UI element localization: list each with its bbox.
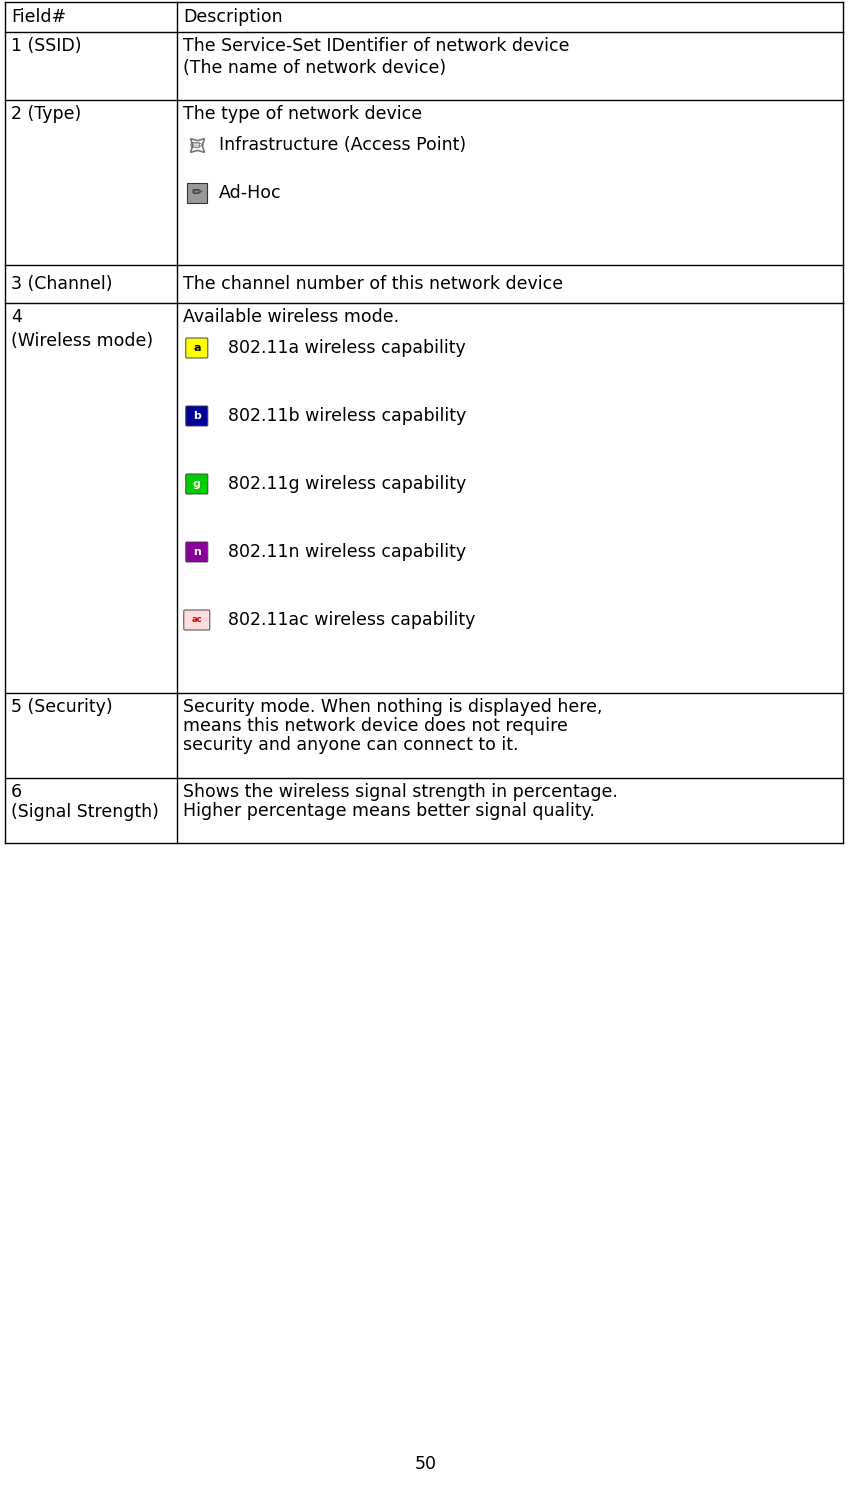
Text: 802.11b wireless capability: 802.11b wireless capability — [217, 406, 466, 424]
Text: (The name of network device): (The name of network device) — [183, 58, 446, 78]
Text: 5 (Security): 5 (Security) — [11, 698, 112, 716]
Text: Description: Description — [183, 7, 283, 25]
FancyBboxPatch shape — [186, 338, 208, 359]
Text: 802.11ac wireless capability: 802.11ac wireless capability — [217, 611, 475, 629]
Text: g: g — [193, 480, 201, 489]
FancyBboxPatch shape — [186, 406, 208, 426]
Text: 802.11n wireless capability: 802.11n wireless capability — [217, 542, 465, 562]
Text: Infrastructure (Access Point): Infrastructure (Access Point) — [219, 136, 465, 154]
Text: Higher percentage means better signal quality.: Higher percentage means better signal qu… — [183, 802, 595, 820]
Text: 6: 6 — [11, 783, 22, 801]
Text: 802.11g wireless capability: 802.11g wireless capability — [217, 475, 466, 493]
Text: a: a — [193, 344, 201, 353]
Text: ac: ac — [191, 616, 202, 624]
Text: Ad-Hoc: Ad-Hoc — [219, 184, 282, 202]
FancyBboxPatch shape — [186, 542, 208, 562]
Text: (Signal Strength): (Signal Strength) — [11, 802, 159, 822]
Text: 4: 4 — [11, 308, 22, 326]
Text: 50: 50 — [414, 1455, 437, 1473]
Text: (Wireless mode): (Wireless mode) — [11, 332, 153, 350]
Text: The type of network device: The type of network device — [183, 105, 422, 123]
Text: ✏: ✏ — [190, 136, 203, 154]
Text: Field#: Field# — [11, 7, 66, 25]
Text: 1 (SSID): 1 (SSID) — [11, 37, 82, 55]
Text: Available wireless mode.: Available wireless mode. — [183, 308, 399, 326]
Text: Security mode. When nothing is displayed here,: Security mode. When nothing is displayed… — [183, 698, 603, 716]
FancyBboxPatch shape — [186, 474, 208, 495]
Text: The channel number of this network device: The channel number of this network devic… — [183, 275, 563, 293]
Text: Shows the wireless signal strength in percentage.: Shows the wireless signal strength in pe… — [183, 783, 618, 801]
Text: 3 (Channel): 3 (Channel) — [11, 275, 112, 293]
Text: b: b — [193, 411, 201, 421]
Text: 2 (Type): 2 (Type) — [11, 105, 81, 123]
Text: n: n — [193, 547, 201, 557]
Text: means this network device does not require: means this network device does not requi… — [183, 717, 568, 735]
Text: security and anyone can connect to it.: security and anyone can connect to it. — [183, 737, 518, 754]
Text: ✏: ✏ — [191, 187, 202, 200]
Text: 802.11a wireless capability: 802.11a wireless capability — [217, 339, 465, 357]
FancyBboxPatch shape — [184, 610, 210, 630]
Text: The Service-Set IDentifier of network device: The Service-Set IDentifier of network de… — [183, 37, 569, 55]
